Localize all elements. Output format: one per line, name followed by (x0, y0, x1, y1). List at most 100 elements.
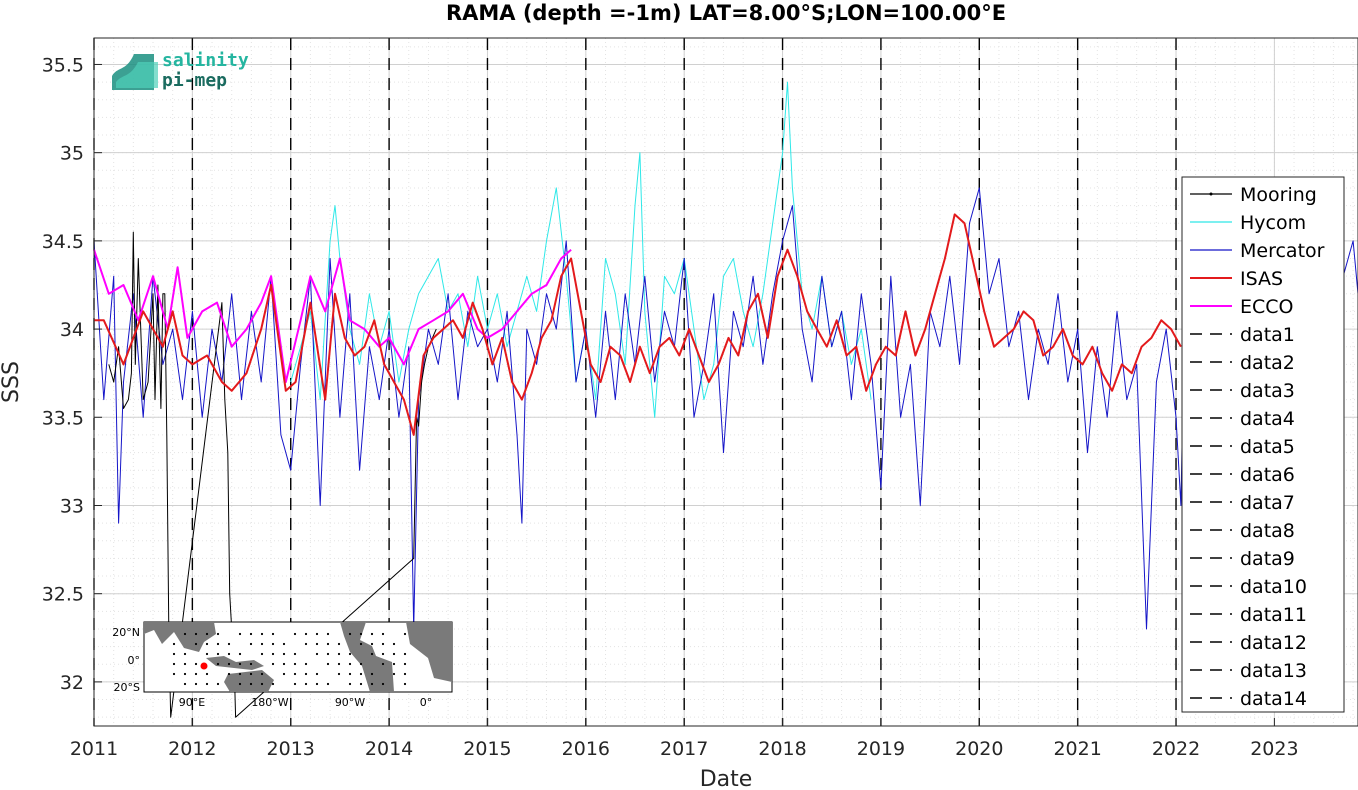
map-mooring-dot (238, 682, 242, 686)
map-mooring-dot (194, 642, 198, 646)
map-mooring-dot (348, 652, 352, 656)
x-tick-label: 2018 (758, 738, 806, 760)
map-mooring-dot (315, 652, 319, 656)
map-mooring-dot (359, 632, 363, 636)
map-lon-label-0: 0° (420, 696, 433, 709)
map-mooring-dot (359, 682, 363, 686)
map-mooring-dot (282, 642, 286, 646)
legend-label-data5: data5 (1240, 436, 1295, 458)
logo-line2: pi-mep (162, 70, 227, 91)
map-mooring-dot (304, 672, 308, 676)
map-mooring-dot (172, 652, 176, 656)
map-mooring-dot (205, 682, 209, 686)
map-mooring-dot (271, 662, 275, 666)
map-mooring-dot (183, 682, 187, 686)
x-tick-label: 2014 (365, 738, 413, 760)
map-lon-label-180w: 180°W (251, 696, 288, 709)
map-mooring-dot (227, 672, 231, 676)
map-mooring-dot (205, 632, 209, 636)
map-mooring-dot (304, 682, 308, 686)
map-mooring-dot (194, 672, 198, 676)
map-mooring-dot (238, 672, 242, 676)
map-mooring-dot (326, 642, 330, 646)
map-lat-label-20n: 20°N (112, 626, 140, 639)
legend-label-data9: data9 (1240, 548, 1295, 570)
x-tick-label: 2016 (562, 738, 610, 760)
series-line-hycom (290, 81, 872, 418)
map-mooring-dot (282, 652, 286, 656)
x-axis-label: Date (700, 767, 753, 790)
legend: Mooring Hycom Mercator ISAS ECCO data1 data2 da… (1181, 176, 1345, 713)
map-mooring-dot (249, 662, 253, 666)
map-mooring-dot (260, 672, 264, 676)
map-land-africa (406, 622, 452, 682)
map-mooring-dot (194, 662, 198, 666)
series-line-mercator (93, 187, 1358, 630)
x-tick-label: 2011 (70, 738, 118, 760)
map-mooring-dot (403, 682, 407, 686)
x-tick-label: 2012 (168, 738, 216, 760)
map-mooring-dot (359, 642, 363, 646)
map-mooring-dot (227, 642, 231, 646)
map-mooring-dot (271, 682, 275, 686)
inset-map: 20°N 0° 20°S 90°E 180°W 90°W 0° (112, 621, 453, 709)
map-mooring-dot (183, 672, 187, 676)
map-mooring-dot (172, 642, 176, 646)
map-mooring-dot (392, 662, 396, 666)
map-mooring-dot (326, 662, 330, 666)
map-mooring-dot (337, 662, 341, 666)
legend-label-mercator: Mercator (1240, 240, 1325, 262)
legend-label-data10: data10 (1240, 576, 1307, 598)
legend-label-data4: data4 (1240, 408, 1295, 430)
legend-label-data11: data11 (1240, 604, 1307, 626)
map-land-americas (340, 622, 394, 692)
legend-label-data13: data13 (1240, 660, 1307, 682)
map-mooring-dot (216, 662, 220, 666)
legend-label-hycom: Hycom (1240, 212, 1306, 234)
x-tick-label: 2020 (955, 738, 1003, 760)
legend-label-data3: data3 (1240, 380, 1295, 402)
map-mooring-dot (271, 642, 275, 646)
map-mooring-dot (282, 662, 286, 666)
map-mooring-dot (172, 672, 176, 676)
map-mooring-dot (293, 632, 297, 636)
map-mooring-dot (249, 682, 253, 686)
map-mooring-dot (194, 682, 198, 686)
map-mooring-dot (337, 652, 341, 656)
map-mooring-dot (315, 672, 319, 676)
map-mooring-dot (381, 642, 385, 646)
legend-label-data7: data7 (1240, 492, 1295, 514)
map-mooring-dot (249, 632, 253, 636)
map-mooring-dot (216, 682, 220, 686)
map-mooring-dot (260, 632, 264, 636)
map-mooring-dot (227, 652, 231, 656)
map-mooring-dot (293, 682, 297, 686)
map-lat-label-20s: 20°S (114, 681, 140, 694)
map-mooring-dot (370, 672, 374, 676)
map-mooring-dot (172, 662, 176, 666)
map-mooring-dot (205, 652, 209, 656)
legend-label-data2: data2 (1240, 352, 1295, 374)
legend-label-data12: data12 (1240, 632, 1307, 654)
map-mooring-dot (293, 652, 297, 656)
y-tick-label: 33 (60, 495, 84, 517)
legend-label-isas: ISAS (1240, 268, 1283, 290)
map-mooring-dot (260, 682, 264, 686)
x-ticks: 2011 2012 2013 2014 2015 2016 2017 2018 2019 2020… (70, 718, 1299, 760)
map-mooring-dot (183, 662, 187, 666)
y-tick-label: 35.5 (42, 54, 84, 76)
legend-label-mooring: Mooring (1240, 184, 1317, 206)
y-tick-label: 34 (60, 319, 84, 341)
map-mooring-dot (370, 642, 374, 646)
x-tick-label: 2023 (1250, 738, 1298, 760)
series-layer (93, 81, 1358, 718)
map-mooring-dot (348, 632, 352, 636)
map-land-asia (144, 622, 216, 652)
map-mooring-dot (359, 672, 363, 676)
legend-marker-mooring (1209, 192, 1213, 196)
y-tick-label: 32.5 (42, 584, 84, 606)
map-mooring-dot (315, 642, 319, 646)
map-mooring-dot (216, 642, 220, 646)
x-tick-label: 2017 (660, 738, 708, 760)
